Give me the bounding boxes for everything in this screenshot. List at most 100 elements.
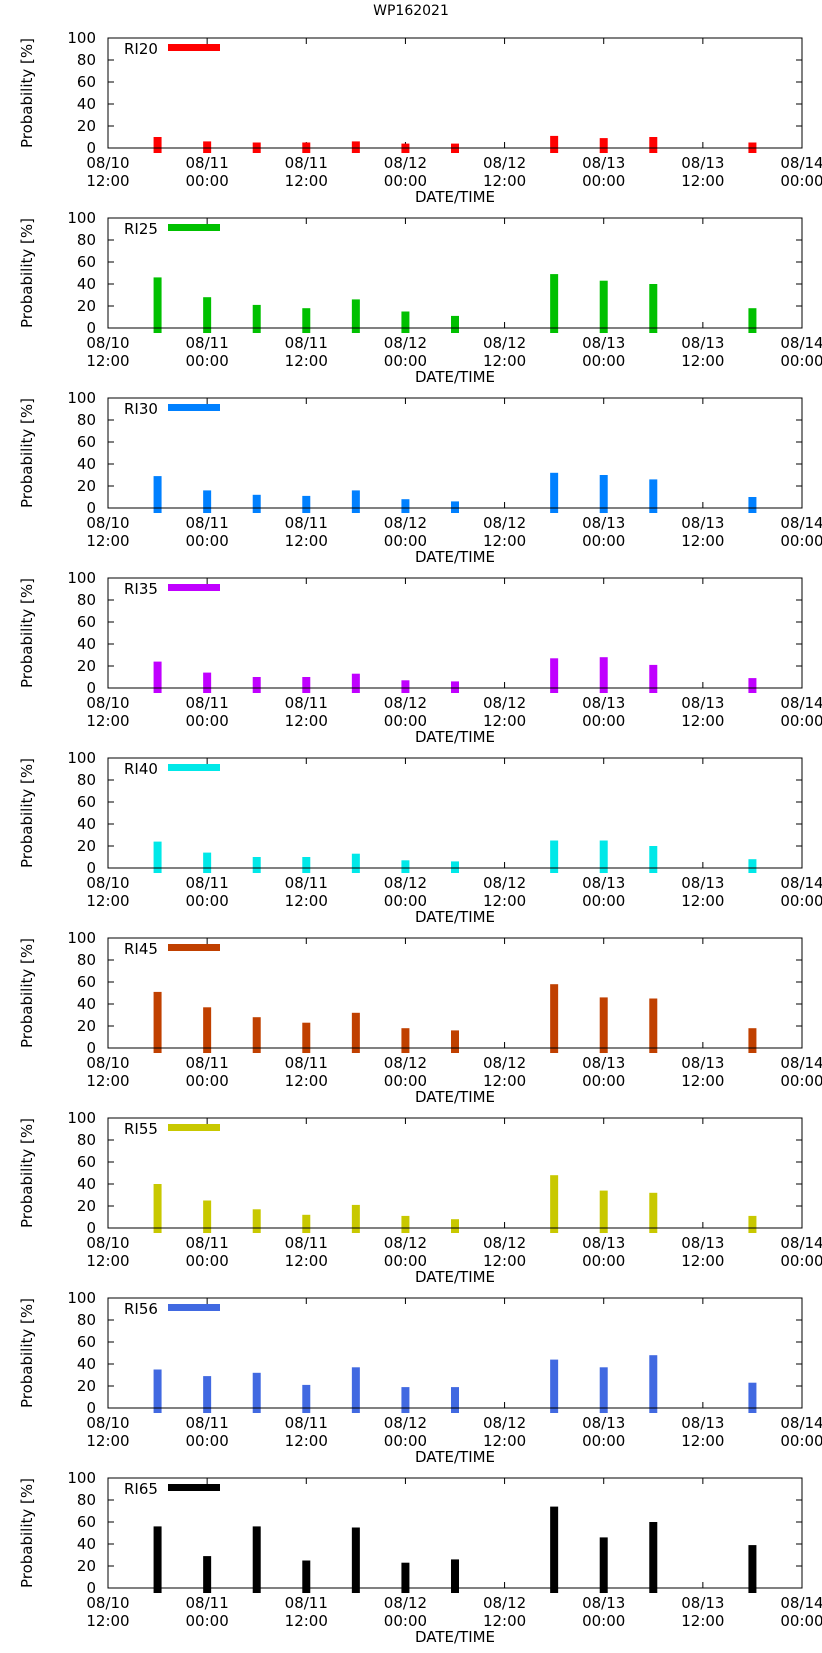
x-tick-label-time: 12:00 [681,1612,724,1630]
y-tick-label: 60 [77,793,96,811]
x-tick-label-date: 08/14 [780,1234,822,1252]
bar-ri55 [550,1175,559,1233]
legend-swatch [168,404,220,411]
plot-frame [107,37,803,149]
x-tick-label-time: 12:00 [681,1072,724,1090]
x-tick-label-date: 08/12 [384,1054,427,1072]
x-tick-label-date: 08/11 [186,154,229,172]
bar-ri30 [649,479,658,513]
y-tick-label: 60 [77,1333,96,1351]
bar-ri45 [302,1022,311,1053]
y-tick-label: 40 [77,455,96,473]
x-tick-label-time: 00:00 [780,1252,822,1270]
bar-ri25 [451,315,459,333]
x-tick-label-date: 08/12 [483,1414,526,1432]
x-tick-label-time: 00:00 [582,352,625,370]
bar-ri56 [203,1376,212,1413]
x-tick-label-date: 08/14 [780,694,822,712]
bar-ri25 [302,308,311,333]
x-tick-label-time: 12:00 [483,1612,526,1630]
y-tick-label: 40 [77,1535,96,1553]
legend-swatch [168,584,220,591]
x-axis-label: DATE/TIME [415,728,495,746]
x-tick-label-time: 12:00 [681,1432,724,1450]
y-tick-label: 0 [86,1219,96,1237]
x-tick-label-date: 08/12 [483,334,526,352]
x-tick-label-time: 12:00 [86,892,129,910]
x-tick-label-date: 08/13 [582,874,625,892]
bar-ri40 [351,853,360,873]
bar-ri35 [302,677,311,693]
bar-ri30 [302,495,311,513]
bar-ri56 [748,1382,757,1413]
bar-ri30 [252,494,261,513]
bar-ri35 [599,657,608,693]
legend-label: RI35 [124,580,158,598]
x-tick-label-time: 00:00 [384,1432,427,1450]
legend-label: RI40 [124,760,158,778]
x-tick-label-time: 00:00 [186,1072,229,1090]
chart-panel-ri25: 02040608010008/1012:0008/1100:0008/1112:… [18,209,822,386]
x-tick-label-date: 08/11 [186,874,229,892]
bar-ri40 [649,846,658,873]
y-tick-label: 40 [77,1355,96,1373]
y-axis-label: Probability [%] [18,398,36,508]
y-tick-label: 40 [77,995,96,1013]
legend-swatch [168,944,220,951]
plot-frame [107,937,803,1049]
x-tick-label-time: 12:00 [285,712,328,730]
x-tick-label-time: 12:00 [86,352,129,370]
x-tick-label-date: 08/13 [582,1594,625,1612]
x-tick-label-date: 08/10 [86,1234,129,1252]
y-tick-label: 80 [77,51,96,69]
x-tick-label-date: 08/10 [86,514,129,532]
legend-label: RI20 [124,40,158,58]
x-tick-label-time: 12:00 [483,532,526,550]
x-tick-label-time: 00:00 [186,532,229,550]
y-tick-label: 100 [67,749,96,767]
x-tick-label-time: 00:00 [582,892,625,910]
x-tick-label-time: 12:00 [681,352,724,370]
y-tick-label: 80 [77,1491,96,1509]
bar-ri65 [252,1526,261,1593]
bar-ri40 [451,861,459,873]
x-tick-label-time: 12:00 [285,1612,328,1630]
x-tick-label-date: 08/12 [483,1594,526,1612]
bar-ri25 [401,311,410,333]
plot-frame [107,217,803,329]
legend-label: RI25 [124,220,158,238]
bar-ri65 [599,1537,608,1593]
x-tick-label-time: 12:00 [681,532,724,550]
plot-frame [107,1477,803,1589]
chart-panel-ri40: 02040608010008/1012:0008/1100:0008/1112:… [18,749,822,926]
x-tick-label-date: 08/11 [285,1054,328,1072]
legend-swatch [168,1484,220,1491]
bar-ri56 [401,1387,410,1413]
bar-ri55 [401,1215,410,1233]
x-tick-label-date: 08/13 [582,1234,625,1252]
x-tick-label-time: 12:00 [285,1432,328,1450]
bar-ri55 [153,1184,162,1233]
bar-ri40 [252,857,261,873]
y-tick-label: 0 [86,499,96,517]
x-tick-label-date: 08/11 [186,1594,229,1612]
bar-ri65 [550,1506,559,1593]
x-tick-label-date: 08/12 [384,154,427,172]
x-tick-label-date: 08/10 [86,874,129,892]
bar-ri25 [599,280,608,333]
chart-title: WP162021 [373,3,449,19]
x-tick-label-time: 00:00 [384,1072,427,1090]
bar-ri55 [351,1204,360,1233]
x-tick-label-time: 12:00 [285,352,328,370]
x-tick-label-date: 08/13 [681,1414,724,1432]
x-tick-label-time: 12:00 [86,712,129,730]
x-tick-label-date: 08/13 [582,154,625,172]
x-tick-label-time: 12:00 [86,172,129,190]
y-tick-label: 40 [77,95,96,113]
y-tick-label: 80 [77,231,96,249]
bar-ri35 [401,680,410,693]
y-tick-label: 0 [86,319,96,337]
bar-ri45 [153,991,162,1053]
